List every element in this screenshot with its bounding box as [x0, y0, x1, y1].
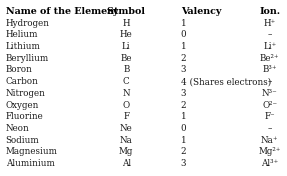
Text: F: F [123, 112, 129, 121]
Text: Beryllium: Beryllium [6, 54, 49, 63]
Text: 3: 3 [181, 159, 186, 168]
Text: H⁺: H⁺ [264, 19, 276, 28]
Text: B: B [123, 65, 129, 74]
Text: Fluorine: Fluorine [6, 112, 44, 121]
Text: Be: Be [121, 54, 132, 63]
Text: Li⁺: Li⁺ [263, 42, 276, 51]
Text: 2: 2 [181, 54, 187, 63]
Text: 0: 0 [181, 124, 187, 133]
Text: 1: 1 [181, 42, 187, 51]
Text: 0: 0 [181, 30, 187, 39]
Text: F⁻: F⁻ [264, 112, 275, 121]
Text: Valency: Valency [181, 7, 221, 16]
Text: Oxygen: Oxygen [6, 100, 39, 110]
Text: Li: Li [122, 42, 131, 51]
Text: 1: 1 [181, 112, 187, 121]
Text: Mg²⁺: Mg²⁺ [259, 147, 281, 156]
Text: –: – [267, 124, 272, 133]
Text: He: He [120, 30, 133, 39]
Text: Neon: Neon [6, 124, 30, 133]
Text: Lithium: Lithium [6, 42, 41, 51]
Text: 1: 1 [181, 19, 187, 28]
Text: C: C [123, 77, 130, 86]
Text: Nitrogen: Nitrogen [6, 89, 46, 98]
Text: Symbol: Symbol [107, 7, 146, 16]
Text: 3: 3 [181, 65, 186, 74]
Text: Magnesium: Magnesium [6, 147, 58, 156]
Text: Boron: Boron [6, 65, 33, 74]
Text: Na: Na [120, 136, 133, 145]
Text: 4 (Shares electrons): 4 (Shares electrons) [181, 77, 271, 86]
Text: 3: 3 [181, 89, 186, 98]
Text: Na⁺: Na⁺ [261, 136, 278, 145]
Text: B³⁺: B³⁺ [263, 65, 277, 74]
Text: Mg: Mg [119, 147, 133, 156]
Text: Helium: Helium [6, 30, 38, 39]
Text: 1: 1 [181, 136, 187, 145]
Text: Carbon: Carbon [6, 77, 39, 86]
Text: –: – [267, 30, 272, 39]
Text: Hydrogen: Hydrogen [6, 19, 50, 28]
Text: 2: 2 [181, 147, 187, 156]
Text: Ion.: Ion. [259, 7, 280, 16]
Text: H: H [123, 19, 130, 28]
Text: Al³⁺: Al³⁺ [261, 159, 278, 168]
Text: –: – [267, 77, 272, 86]
Text: Sodium: Sodium [6, 136, 40, 145]
Text: O²⁻: O²⁻ [262, 100, 277, 110]
Text: O: O [123, 100, 130, 110]
Text: Name of the Element: Name of the Element [6, 7, 118, 16]
Text: N: N [123, 89, 130, 98]
Text: Aluminium: Aluminium [6, 159, 55, 168]
Text: 2: 2 [181, 100, 187, 110]
Text: Ne: Ne [120, 124, 133, 133]
Text: N³⁻: N³⁻ [262, 89, 278, 98]
Text: Al: Al [122, 159, 131, 168]
Text: Be²⁺: Be²⁺ [260, 54, 280, 63]
